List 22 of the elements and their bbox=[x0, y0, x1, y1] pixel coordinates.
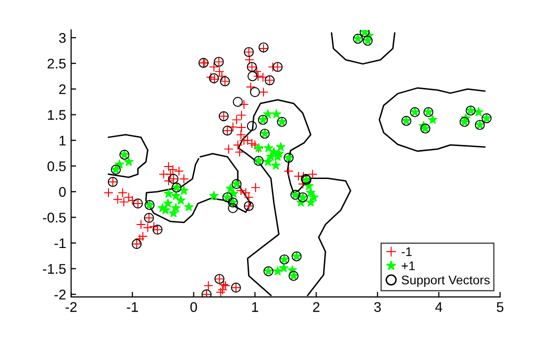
x-tick-label: -2 bbox=[66, 302, 77, 312]
y-tick-label: -1 bbox=[54, 238, 66, 248]
y-tick-label: -2 bbox=[54, 290, 66, 300]
y-tick-label: 1 bbox=[60, 136, 66, 146]
y-tick-label: 2 bbox=[59, 84, 66, 94]
y-tick-label: 0.5 bbox=[47, 161, 66, 172]
x-tick-label: 4 bbox=[435, 302, 442, 312]
x-tick-label: 0 bbox=[190, 302, 197, 312]
y-tick-label: -1.5 bbox=[42, 264, 66, 274]
x-tick-label: 3 bbox=[374, 302, 381, 312]
x-tick-label: -1 bbox=[126, 302, 138, 312]
y-tick-label: 0 bbox=[59, 187, 66, 197]
legend-label: Support Vectors bbox=[402, 276, 490, 287]
y-tick-label: 3 bbox=[59, 33, 66, 43]
y-tick-label: 1.5 bbox=[48, 110, 66, 120]
x-tick-label: 1 bbox=[252, 302, 258, 312]
y-tick-label: -0.5 bbox=[42, 212, 66, 223]
y-tick-label: 2.5 bbox=[48, 58, 66, 69]
legend-label: +1 bbox=[402, 262, 415, 270]
x-tick-label: 5 bbox=[496, 302, 504, 312]
legend-label: -1 bbox=[402, 247, 412, 256]
x-tick-label: 2 bbox=[313, 302, 320, 312]
